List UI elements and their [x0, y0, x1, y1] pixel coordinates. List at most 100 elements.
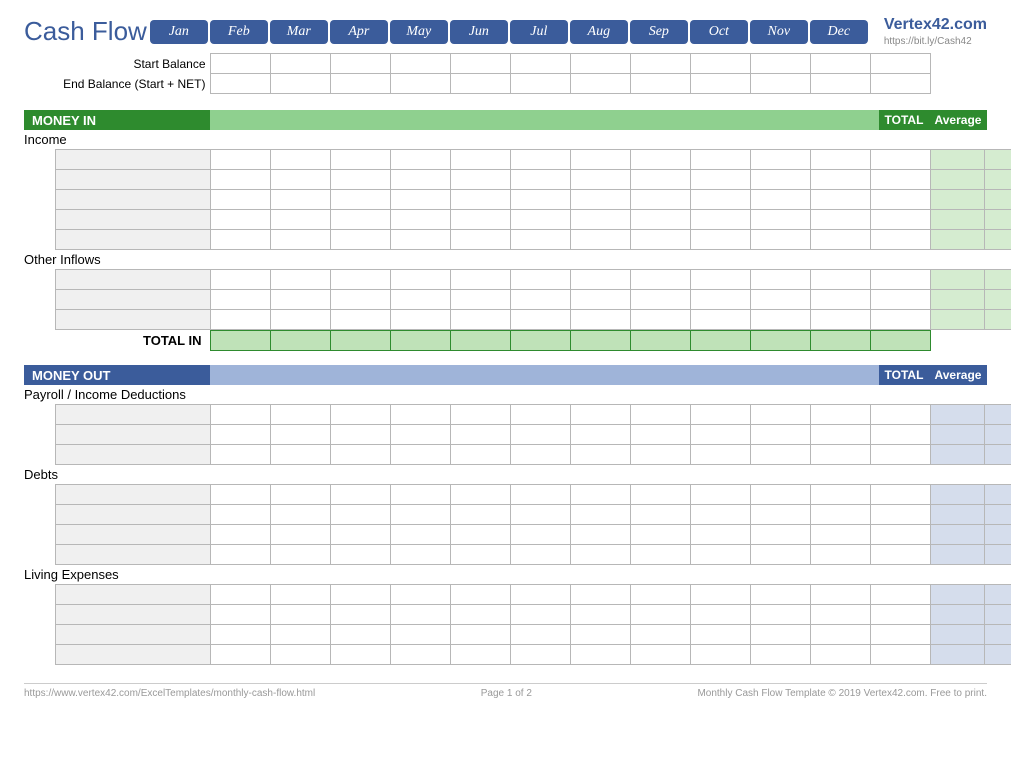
balance-cell[interactable]	[210, 54, 270, 74]
data-cell[interactable]	[810, 310, 870, 330]
data-cell[interactable]	[510, 605, 570, 625]
data-cell[interactable]	[570, 445, 630, 465]
data-cell[interactable]	[270, 230, 330, 250]
data-cell[interactable]	[630, 505, 690, 525]
data-cell[interactable]	[210, 605, 270, 625]
data-cell[interactable]	[390, 525, 450, 545]
data-cell[interactable]	[570, 270, 630, 290]
data-cell[interactable]	[690, 290, 750, 310]
brand-link[interactable]: https://bit.ly/Cash42	[884, 36, 972, 47]
data-cell[interactable]	[330, 190, 390, 210]
data-cell[interactable]	[750, 230, 810, 250]
data-cell[interactable]	[270, 605, 330, 625]
data-cell[interactable]	[570, 545, 630, 565]
data-cell[interactable]	[210, 270, 270, 290]
data-cell[interactable]	[390, 625, 450, 645]
data-cell[interactable]	[810, 625, 870, 645]
data-cell[interactable]	[210, 290, 270, 310]
data-cell[interactable]	[690, 645, 750, 665]
data-cell[interactable]	[870, 545, 930, 565]
data-cell[interactable]	[750, 545, 810, 565]
data-cell[interactable]	[690, 605, 750, 625]
data-cell[interactable]	[810, 270, 870, 290]
data-cell[interactable]	[870, 210, 930, 230]
total-in-cell[interactable]	[510, 331, 570, 351]
data-cell[interactable]	[450, 625, 510, 645]
data-cell[interactable]	[750, 605, 810, 625]
data-cell[interactable]	[570, 190, 630, 210]
data-cell[interactable]	[810, 545, 870, 565]
total-in-cell[interactable]	[810, 331, 870, 351]
data-cell[interactable]	[210, 425, 270, 445]
data-cell[interactable]	[330, 270, 390, 290]
data-cell[interactable]	[570, 290, 630, 310]
balance-cell[interactable]	[810, 54, 870, 74]
row-label-cell[interactable]	[55, 290, 210, 310]
data-cell[interactable]	[630, 545, 690, 565]
data-cell[interactable]	[390, 230, 450, 250]
data-cell[interactable]	[210, 170, 270, 190]
data-cell[interactable]	[270, 310, 330, 330]
data-cell[interactable]	[690, 585, 750, 605]
row-label-cell[interactable]	[55, 625, 210, 645]
balance-cell[interactable]	[570, 54, 630, 74]
data-cell[interactable]	[330, 585, 390, 605]
data-cell[interactable]	[210, 645, 270, 665]
data-cell[interactable]	[510, 585, 570, 605]
data-cell[interactable]	[330, 525, 390, 545]
data-cell[interactable]	[270, 645, 330, 665]
month-pill[interactable]: Sep	[630, 20, 688, 44]
row-label-cell[interactable]	[55, 585, 210, 605]
data-cell[interactable]	[810, 485, 870, 505]
data-cell[interactable]	[510, 405, 570, 425]
balance-cell[interactable]	[450, 54, 510, 74]
data-cell[interactable]	[270, 170, 330, 190]
data-cell[interactable]	[630, 645, 690, 665]
data-cell[interactable]	[210, 230, 270, 250]
data-cell[interactable]	[210, 210, 270, 230]
balance-cell[interactable]	[870, 54, 930, 74]
data-cell[interactable]	[870, 270, 930, 290]
data-cell[interactable]	[510, 150, 570, 170]
data-cell[interactable]	[210, 525, 270, 545]
data-cell[interactable]	[390, 585, 450, 605]
month-pill[interactable]: Jun	[450, 20, 508, 44]
data-cell[interactable]	[210, 545, 270, 565]
brand-name[interactable]: Vertex42.com	[884, 16, 987, 34]
data-cell[interactable]	[390, 405, 450, 425]
balance-cell[interactable]	[510, 74, 570, 94]
data-cell[interactable]	[630, 170, 690, 190]
data-cell[interactable]	[330, 605, 390, 625]
data-cell[interactable]	[270, 505, 330, 525]
data-cell[interactable]	[390, 545, 450, 565]
balance-cell[interactable]	[270, 54, 330, 74]
data-cell[interactable]	[450, 445, 510, 465]
data-cell[interactable]	[870, 605, 930, 625]
data-cell[interactable]	[750, 425, 810, 445]
data-cell[interactable]	[270, 625, 330, 645]
data-cell[interactable]	[450, 485, 510, 505]
balance-cell[interactable]	[810, 74, 870, 94]
data-cell[interactable]	[210, 585, 270, 605]
data-cell[interactable]	[510, 270, 570, 290]
data-cell[interactable]	[810, 505, 870, 525]
data-cell[interactable]	[510, 170, 570, 190]
data-cell[interactable]	[330, 545, 390, 565]
data-cell[interactable]	[690, 425, 750, 445]
data-cell[interactable]	[450, 585, 510, 605]
data-cell[interactable]	[630, 425, 690, 445]
data-cell[interactable]	[690, 310, 750, 330]
data-cell[interactable]	[330, 150, 390, 170]
data-cell[interactable]	[870, 485, 930, 505]
total-in-cell[interactable]	[570, 331, 630, 351]
data-cell[interactable]	[810, 230, 870, 250]
data-cell[interactable]	[390, 170, 450, 190]
data-cell[interactable]	[510, 645, 570, 665]
data-cell[interactable]	[510, 210, 570, 230]
row-label-cell[interactable]	[55, 525, 210, 545]
data-cell[interactable]	[870, 230, 930, 250]
data-cell[interactable]	[270, 270, 330, 290]
data-cell[interactable]	[630, 605, 690, 625]
data-cell[interactable]	[750, 445, 810, 465]
data-cell[interactable]	[270, 445, 330, 465]
